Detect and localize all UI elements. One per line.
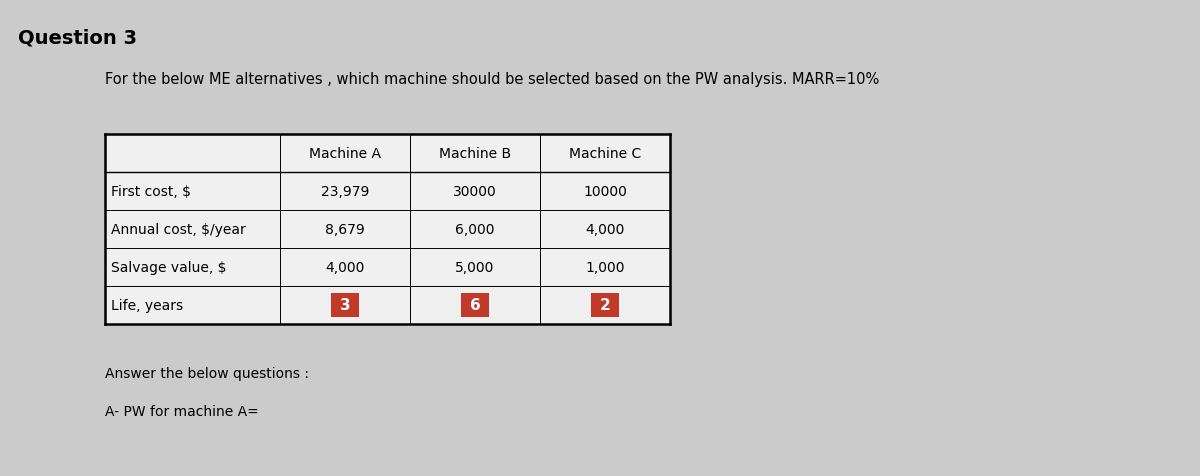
Point bbox=[662, 284, 677, 289]
Point bbox=[662, 170, 677, 176]
Point bbox=[403, 321, 418, 327]
Text: 10000: 10000 bbox=[583, 185, 626, 198]
Bar bbox=[331, 294, 359, 317]
Point bbox=[98, 321, 113, 327]
Text: Question 3: Question 3 bbox=[18, 28, 137, 47]
Bar bbox=[106, 135, 670, 324]
Bar bbox=[592, 294, 619, 317]
Point bbox=[662, 321, 677, 327]
Text: Annual cost, $/year: Annual cost, $/year bbox=[112, 223, 246, 237]
Point bbox=[98, 170, 113, 176]
Point bbox=[98, 132, 113, 138]
Text: 2: 2 bbox=[600, 298, 611, 313]
Point bbox=[98, 132, 113, 138]
Point bbox=[98, 208, 113, 213]
Point bbox=[533, 321, 547, 327]
Text: Answer the below questions :: Answer the below questions : bbox=[106, 366, 310, 380]
Text: 30000: 30000 bbox=[454, 185, 497, 198]
Point bbox=[533, 132, 547, 138]
Bar bbox=[461, 294, 490, 317]
Text: Machine C: Machine C bbox=[569, 147, 641, 161]
Point bbox=[272, 321, 287, 327]
Text: 3: 3 bbox=[340, 298, 350, 313]
Text: 4,000: 4,000 bbox=[325, 260, 365, 275]
Text: First cost, $: First cost, $ bbox=[112, 185, 191, 198]
Point bbox=[98, 321, 113, 327]
Point bbox=[662, 246, 677, 251]
Point bbox=[662, 208, 677, 213]
Text: Machine B: Machine B bbox=[439, 147, 511, 161]
Text: 1,000: 1,000 bbox=[586, 260, 625, 275]
Text: 8,679: 8,679 bbox=[325, 223, 365, 237]
Point bbox=[98, 284, 113, 289]
Point bbox=[403, 132, 418, 138]
Text: For the below ME alternatives , which machine should be selected based on the PW: For the below ME alternatives , which ma… bbox=[106, 72, 880, 87]
Text: 6: 6 bbox=[469, 298, 480, 313]
Point bbox=[662, 132, 677, 138]
Point bbox=[272, 132, 287, 138]
Text: 23,979: 23,979 bbox=[320, 185, 370, 198]
Text: 4,000: 4,000 bbox=[586, 223, 625, 237]
Point bbox=[662, 321, 677, 327]
Point bbox=[98, 246, 113, 251]
Text: 6,000: 6,000 bbox=[455, 223, 494, 237]
Text: Life, years: Life, years bbox=[112, 298, 184, 312]
Text: 5,000: 5,000 bbox=[455, 260, 494, 275]
Text: Salvage value, $: Salvage value, $ bbox=[112, 260, 227, 275]
Text: Machine A: Machine A bbox=[310, 147, 382, 161]
Point bbox=[662, 132, 677, 138]
Text: A- PW for machine A=: A- PW for machine A= bbox=[106, 404, 259, 418]
